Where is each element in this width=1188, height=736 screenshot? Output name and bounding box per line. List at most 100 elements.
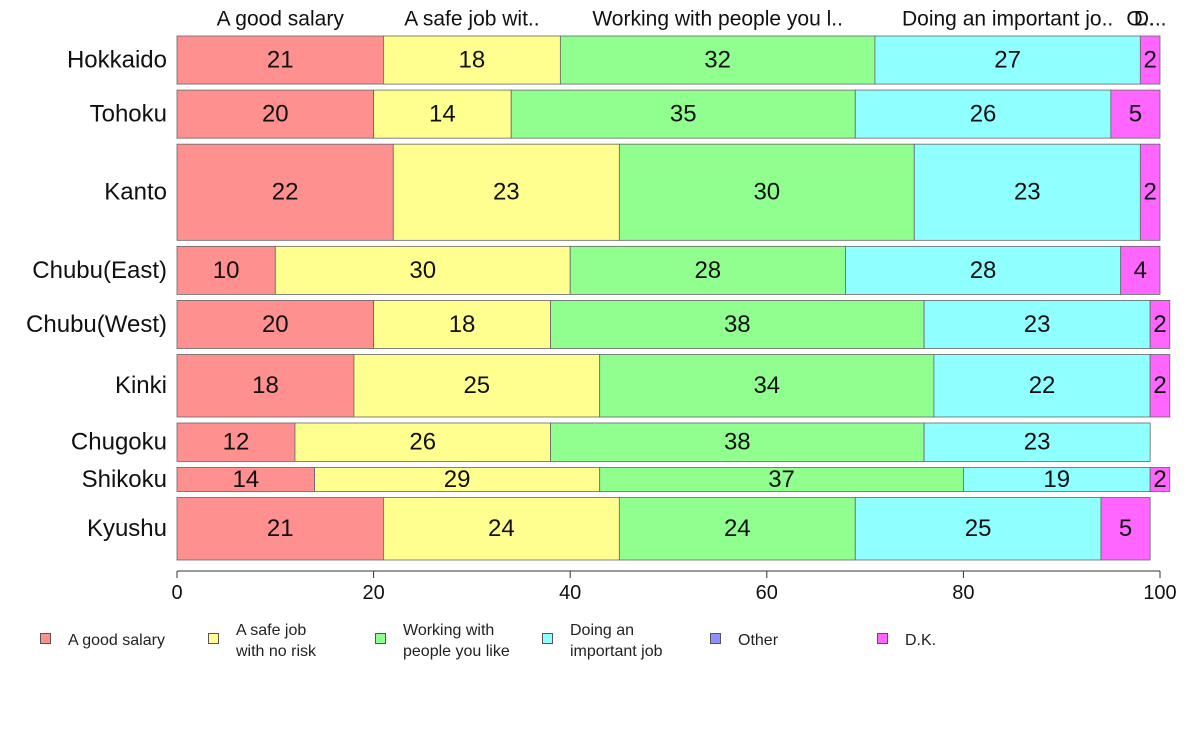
bar-segment [618,497,856,561]
bar-segment [176,89,375,139]
bar-segment [854,89,1112,139]
bar-segment [510,89,856,139]
data-label: 2 [1143,47,1156,74]
data-label: 23 [1024,311,1051,338]
series-top-label: A good salary [217,8,345,31]
data-label: 18 [252,372,279,399]
data-label: 12 [223,429,250,456]
bar-segment [569,245,846,295]
bar-segment [1139,143,1161,241]
data-label: 37 [768,466,795,493]
bar-segment [176,422,296,462]
legend-swatch [877,633,888,644]
legend-item-important-job: Doing an important job [542,620,663,662]
data-label: 25 [463,372,490,399]
category-label: Kinki [115,372,167,399]
series-top-label: D... [1134,8,1167,31]
legend-item-other: Other [710,620,778,651]
data-label: 2 [1153,466,1166,493]
data-label: 24 [488,515,515,542]
legend-item-safe-job: A safe job with no risk [208,620,316,662]
category-label: Kyushu [87,515,167,542]
legend-label: Working with people you like [403,622,510,660]
series-top-label: A safe job wit.. [404,8,539,31]
legend-swatch [710,633,721,644]
data-label: 28 [694,257,721,284]
data-label: 38 [724,429,751,456]
bar-segment [559,35,876,85]
bar-segment [599,467,964,492]
x-tick-label: 80 [952,582,974,604]
data-label: 26 [970,101,997,128]
data-label: 26 [409,429,436,456]
bar-segment [618,143,915,241]
data-label: 24 [724,515,751,542]
legend-swatch [208,633,219,644]
bar-segment [963,467,1151,492]
data-label: 28 [970,257,997,284]
bar-segment [294,422,551,462]
bar-segment [176,35,384,85]
category-label: Kanto [104,179,167,206]
legend-label: Doing an important job [570,622,663,660]
data-label: 20 [262,101,289,128]
data-label: 22 [1029,372,1056,399]
bar-segment [1149,300,1171,349]
data-label: 35 [670,101,697,128]
bar-segment [599,354,935,418]
data-label: 29 [444,466,471,493]
bar-segment [1139,35,1161,85]
legend-item-working-with-people: Working with people you like [375,620,510,662]
data-label: 25 [965,515,992,542]
bar-segment [373,89,512,139]
bar-segment [1120,245,1161,295]
data-label: 30 [409,257,436,284]
bar-segment [176,143,394,241]
bar-segment [383,497,620,561]
bar-segment [1149,467,1171,492]
legend-label: Other [738,632,779,649]
category-label: Chubu(West) [26,311,167,338]
data-label: 4 [1134,257,1147,284]
legend-swatch [375,633,386,644]
data-label: 34 [753,372,780,399]
legend-item-dk: D.K. [877,620,936,651]
legend-swatch [542,633,553,644]
data-label: 14 [429,101,456,128]
legend-swatch [40,633,51,644]
category-label: Tohoku [90,101,167,128]
bar-segment [392,143,620,241]
data-label: 38 [724,311,751,338]
category-label: Chugoku [71,429,167,456]
bar-segment [176,300,375,349]
data-label: 5 [1129,101,1142,128]
data-label: 14 [232,466,259,493]
x-tick-label: 20 [362,582,384,604]
legend-label: A safe job with no risk [236,622,317,660]
data-label: 18 [449,311,476,338]
x-tick-label: 0 [171,582,182,604]
data-label: 10 [213,257,240,284]
x-tick-label: 60 [756,582,778,604]
data-label: 23 [493,179,520,206]
bar-segment [314,467,601,492]
data-label: 22 [272,179,299,206]
data-label: 23 [1014,179,1041,206]
category-label: Chubu(East) [32,257,167,284]
series-top-label: O.. [1126,8,1154,31]
bar-segment [176,467,316,492]
legend-item-good-salary: A good salary [40,620,165,651]
bar-segment [923,422,1151,462]
series-top-label: Doing an important jo.. [902,8,1113,31]
series-top-label: Working with people you l.. [592,8,843,31]
category-label: Hokkaido [67,47,167,74]
data-label: 2 [1153,372,1166,399]
bar-segment [176,497,384,561]
data-label: 5 [1119,515,1132,542]
data-label: 32 [704,47,731,74]
bar-segment [176,354,355,418]
bar-segment [913,143,1141,241]
data-label: 30 [753,179,780,206]
category-label: Shikoku [82,466,167,493]
